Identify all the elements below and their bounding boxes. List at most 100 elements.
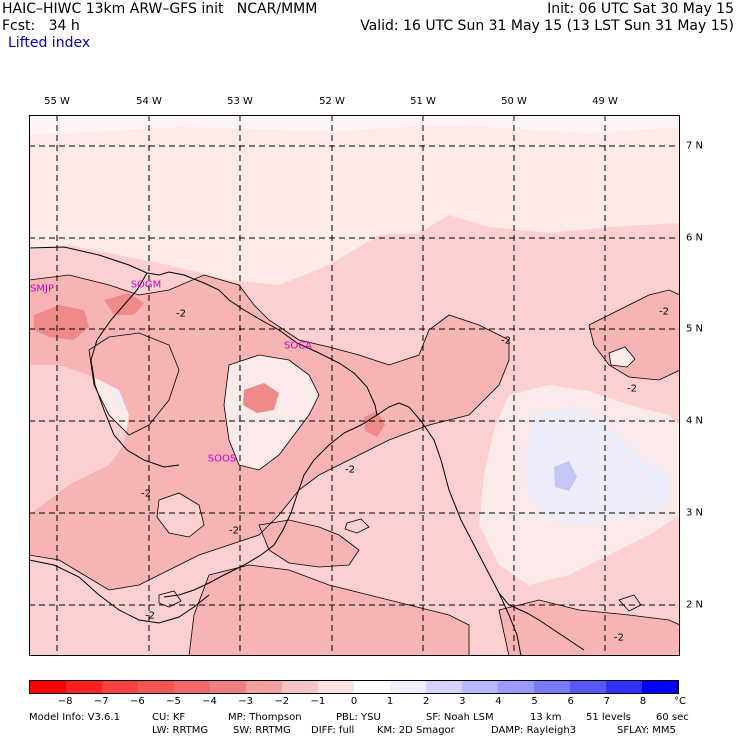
lat-label: 5 N	[686, 323, 704, 335]
dark-pink-region	[364, 411, 385, 437]
lat-label: 3 N	[686, 507, 704, 519]
colorbar-tick: 3	[459, 696, 466, 707]
colorbar-tick: 7	[603, 696, 610, 707]
station-label: SOGM	[130, 279, 162, 291]
microphysics-scheme: MP: Thompson	[228, 712, 302, 723]
colorbar-tick: −5	[166, 696, 181, 707]
colorbar-cell	[282, 681, 318, 693]
pale-region	[609, 347, 635, 367]
colorbar	[29, 680, 679, 694]
contour-label: -2	[659, 306, 669, 318]
map-title: HAIC–HIWC 13km ARW–GFS init NCAR/MMM	[2, 1, 318, 17]
contour-label: -2	[614, 632, 624, 644]
colorbar-cell	[534, 681, 570, 693]
station-label: SMJP	[30, 283, 54, 295]
station-label: SOCA	[283, 340, 313, 352]
border	[90, 272, 180, 468]
lat-label: 6 N	[686, 232, 704, 244]
coastline	[29, 246, 522, 656]
contour-label: -2	[501, 335, 511, 347]
blue-light-region	[524, 407, 669, 525]
dark-pink-region	[104, 293, 144, 315]
pale-region	[29, 115, 680, 135]
map-frame	[29, 115, 680, 656]
colorbar-cell	[606, 681, 642, 693]
valid-time: Valid: 16 UTC Sun 31 May 15 (13 LST Sun …	[360, 18, 734, 34]
lat-label: 2 N	[686, 599, 704, 611]
dark-pink-region	[34, 305, 89, 340]
colorbar-cell	[390, 681, 426, 693]
colorbar-tick: 1	[386, 696, 394, 707]
lon-label: 50 W	[501, 96, 527, 107]
colorbar-tick: 2	[423, 696, 430, 707]
contour-label: -2	[141, 488, 151, 500]
colorbar-tick: −8	[57, 696, 73, 707]
lon-label: 53 W	[227, 96, 253, 107]
pale-region	[224, 355, 319, 470]
cumulus-scheme: CU: KF	[152, 712, 186, 723]
border	[29, 559, 210, 624]
colorbar-tick: 6	[567, 696, 574, 707]
pbl-scheme: PBL: YSU	[336, 712, 381, 723]
shortwave-scheme: SW: RRTMG	[233, 725, 291, 736]
contours-minus-2	[29, 274, 680, 656]
colorbar-cell	[30, 681, 66, 693]
colorbar-tick: −6	[129, 696, 145, 707]
colorbar-tick: 4	[495, 696, 502, 707]
colorbar-tick: −7	[93, 696, 109, 707]
lifted-index-map	[29, 115, 680, 656]
colorbar-tick: −3	[238, 696, 254, 707]
colorbar-tick: −4	[202, 696, 217, 707]
diffusion: DIFF: full	[311, 725, 355, 736]
contour-label: -2	[145, 610, 155, 622]
levels: 51 levels	[586, 712, 631, 723]
lat-label: 7 N	[686, 140, 704, 152]
damping: DAMP: Rayleigh3	[491, 725, 577, 736]
surface-layer: SFLAY: MM5	[617, 725, 676, 736]
colorbar-cell	[210, 681, 246, 693]
colorbar-cell	[318, 681, 354, 693]
colorbar-cell	[498, 681, 534, 693]
model-info: Model Info: V3.6.1	[29, 712, 120, 723]
init-time: Init: 06 UTC Sat 30 May 15	[547, 1, 734, 17]
colorbar-tick: 5	[531, 696, 538, 707]
colorbar-cell	[462, 681, 498, 693]
lat-label: 4 N	[686, 415, 704, 427]
colorbar-cell	[642, 681, 678, 693]
colorbar-cell	[138, 681, 174, 693]
field-name: Lifted index	[8, 35, 91, 51]
contour-label: -2	[176, 308, 186, 320]
contour-label: -2	[627, 383, 637, 395]
lon-label: 49 W	[592, 96, 618, 107]
mid-pink-region	[189, 565, 469, 656]
dark-pink-region	[243, 383, 279, 413]
contour-label: -2	[229, 525, 239, 537]
lon-label: 52 W	[319, 96, 345, 107]
colorbar-cell	[246, 681, 282, 693]
station-label: SOOS	[207, 453, 237, 465]
colorbar-cell	[174, 681, 210, 693]
lon-label: 51 W	[410, 96, 436, 107]
light-pink-region	[157, 493, 204, 537]
colorbar-cell	[66, 681, 102, 693]
lon-label: 54 W	[136, 96, 162, 107]
colorbar-cell	[426, 681, 462, 693]
lon-label: 55 W	[44, 96, 70, 107]
colorbar-cell	[570, 681, 606, 693]
surface-scheme: SF: Noah LSM	[426, 712, 494, 723]
colorbar-unit: °C	[674, 696, 686, 707]
forecast-hour: Fcst: 34 h	[2, 18, 80, 34]
colorbar-tick: −2	[274, 696, 290, 707]
colorbar-cell	[102, 681, 138, 693]
mid-pink-region	[259, 520, 359, 567]
mid-pink-region	[499, 600, 680, 656]
border	[163, 414, 378, 598]
km-opt: KM: 2D Smagor	[377, 725, 455, 736]
blue-region	[554, 461, 577, 491]
colorbar-cell	[354, 681, 390, 693]
colorbar-tick: 8	[639, 696, 647, 707]
colorbar-tick: −1	[310, 696, 326, 707]
contour-label: -2	[345, 464, 355, 476]
lat-lon-grid	[29, 115, 680, 656]
colorbar-tick: 0	[350, 696, 358, 707]
